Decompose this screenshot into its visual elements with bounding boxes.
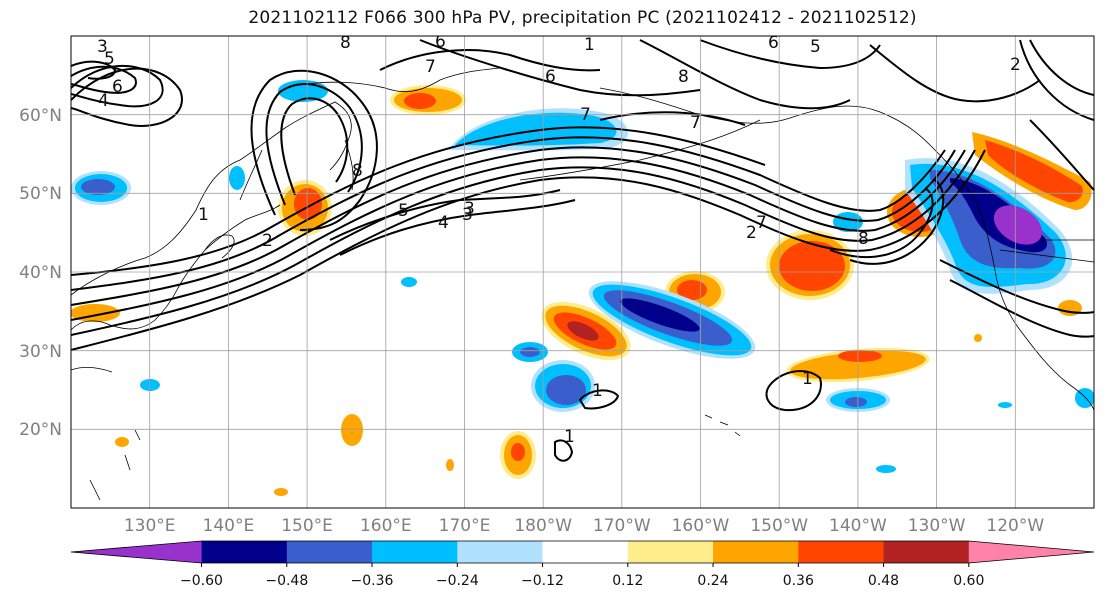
lon-label: 160°W: [672, 516, 730, 536]
lon-label: 180°W: [514, 516, 572, 536]
contour-label: 3: [97, 37, 108, 57]
colorbar-segment: [798, 541, 885, 563]
contour-label: 3: [464, 199, 475, 219]
lat-label: 50°N: [19, 184, 62, 204]
contour-label: 1: [584, 35, 595, 55]
lat-label: 40°N: [19, 263, 62, 283]
lon-label: 150°E: [281, 516, 333, 536]
contour-label: 8: [352, 161, 363, 181]
lat-label: 30°N: [19, 342, 62, 362]
contour-label: 2: [262, 231, 273, 251]
colorbar-segment: [372, 541, 458, 563]
gridlines: [71, 36, 1094, 508]
colorbar-tick-label: −0.24: [436, 573, 479, 589]
lon-label: 140°W: [829, 516, 887, 536]
colorbar-tick-labels: −0.60 −0.48 −0.36 −0.24 −0.12 0.12 0.24 …: [180, 573, 984, 589]
lon-label: 130°E: [124, 516, 176, 536]
colorbar-tick-label: −0.48: [265, 573, 308, 589]
colorbar-tick-label: 0.12: [612, 573, 643, 589]
colorbar-segment: [286, 541, 373, 563]
contour-label: 6: [112, 77, 123, 97]
colorbar-segment: [457, 541, 544, 563]
colorbar-segment: [627, 541, 714, 563]
contour-label: 4: [98, 91, 109, 111]
contour-label: 7: [756, 213, 767, 233]
colorbar-tick-label: −0.60: [180, 573, 223, 589]
contour-label: 1: [564, 427, 575, 447]
colorbar-ticks: [201, 563, 970, 567]
lon-label: 150°W: [750, 516, 808, 536]
colorbar-tick-label: 0.24: [697, 573, 728, 589]
lon-label: 170°E: [439, 516, 491, 536]
contour-label: 6: [435, 32, 446, 52]
latitude-labels: 20°N 30°N 40°N 50°N 60°N: [19, 106, 62, 440]
colorbar-segments: [70, 540, 1095, 564]
contour-label: 8: [858, 229, 869, 249]
colorbar-segment: [542, 541, 629, 563]
contour-label: 6: [545, 67, 556, 87]
colorbar-segment: [71, 541, 202, 563]
longitude-labels: 130°E 140°E 150°E 160°E 170°E 180°W 170°…: [124, 516, 1045, 536]
contour-label: 7: [425, 57, 436, 77]
contour-labels: 3 5 6 4 2 1 8 6 8 7 1 6 5 3 7 8 7 5 4 3 …: [97, 32, 1021, 447]
colorbar-tick-label: 0.48: [868, 573, 899, 589]
colorbar-segment: [713, 541, 799, 563]
contour-label: 7: [690, 113, 701, 133]
contour-label: 7: [580, 105, 591, 125]
contour-label: 3: [462, 205, 473, 225]
lat-label: 20°N: [19, 420, 62, 440]
colorbar-tick-label: −0.36: [351, 573, 394, 589]
colorbar-segment: [201, 541, 288, 563]
contour-label: 4: [438, 213, 449, 233]
contour-label: 6: [768, 33, 779, 53]
precipitation-shading: [71, 80, 1094, 496]
contour-label: 1: [802, 369, 813, 389]
contour-label: 2: [1010, 55, 1021, 75]
colorbar-tick-label: −0.12: [521, 573, 564, 589]
contour-label: 5: [810, 37, 821, 57]
colorbar-tick-label: 0.60: [953, 573, 984, 589]
contour-label: 1: [592, 381, 603, 401]
colorbar-tick-label: 0.36: [783, 573, 814, 589]
colorbar-segment: [968, 541, 1094, 563]
lon-label: 160°E: [360, 516, 412, 536]
contour-label: 1: [198, 205, 209, 225]
lat-label: 60°N: [19, 106, 62, 126]
colorbar: −0.60 −0.48 −0.36 −0.24 −0.12 0.12 0.24 …: [70, 540, 1095, 589]
contour-label: 8: [340, 33, 351, 53]
map-title: 2021102112 F066 300 hPa PV, precipitatio…: [248, 8, 917, 28]
colorbar-segment: [883, 541, 970, 563]
lon-label: 140°E: [203, 516, 255, 536]
map-frame: [70, 35, 1095, 509]
pv-contours: [71, 39, 1094, 462]
lon-label: 130°W: [908, 516, 966, 536]
contour-label: 8: [678, 67, 689, 87]
lon-label: 170°W: [593, 516, 651, 536]
contour-label: 5: [104, 49, 115, 69]
contour-label: 5: [398, 201, 409, 221]
lon-label: 120°W: [986, 516, 1044, 536]
contour-label: 2: [746, 223, 757, 243]
